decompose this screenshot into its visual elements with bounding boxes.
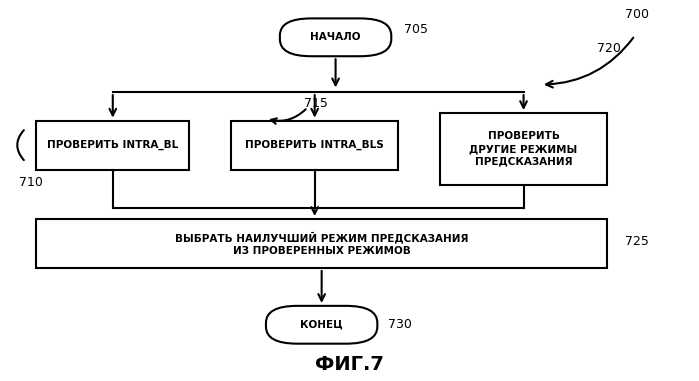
Text: 710: 710 [19,176,43,189]
FancyBboxPatch shape [231,120,398,170]
Text: 725: 725 [624,235,649,248]
Text: 700: 700 [624,8,649,21]
Text: ВЫБРАТЬ НАИЛУЧШИЙ РЕЖИМ ПРЕДСКАЗАНИЯ
ИЗ ПРОВЕРЕННЫХ РЕЖИМОВ: ВЫБРАТЬ НАИЛУЧШИЙ РЕЖИМ ПРЕДСКАЗАНИЯ ИЗ … [175,231,468,256]
Text: КОНЕЦ: КОНЕЦ [301,320,343,330]
Text: 720: 720 [597,42,621,55]
FancyBboxPatch shape [266,306,377,344]
Text: ПРОВЕРИТЬ
ДРУГИЕ РЕЖИМЫ
ПРЕДСКАЗАНИЯ: ПРОВЕРИТЬ ДРУГИЕ РЕЖИМЫ ПРЕДСКАЗАНИЯ [470,131,577,166]
Text: 730: 730 [388,318,412,331]
FancyBboxPatch shape [36,219,607,268]
Text: 705: 705 [404,23,428,36]
Text: НАЧАЛО: НАЧАЛО [310,32,361,42]
Text: ПРОВЕРИТЬ INTRA_BL: ПРОВЕРИТЬ INTRA_BL [47,140,178,150]
Text: ПРОВЕРИТЬ INTRA_BLS: ПРОВЕРИТЬ INTRA_BLS [245,140,384,150]
Text: ФИГ.7: ФИГ.7 [315,355,384,374]
FancyBboxPatch shape [280,18,391,56]
FancyBboxPatch shape [440,113,607,185]
FancyBboxPatch shape [36,120,189,170]
Text: 715: 715 [304,97,328,110]
